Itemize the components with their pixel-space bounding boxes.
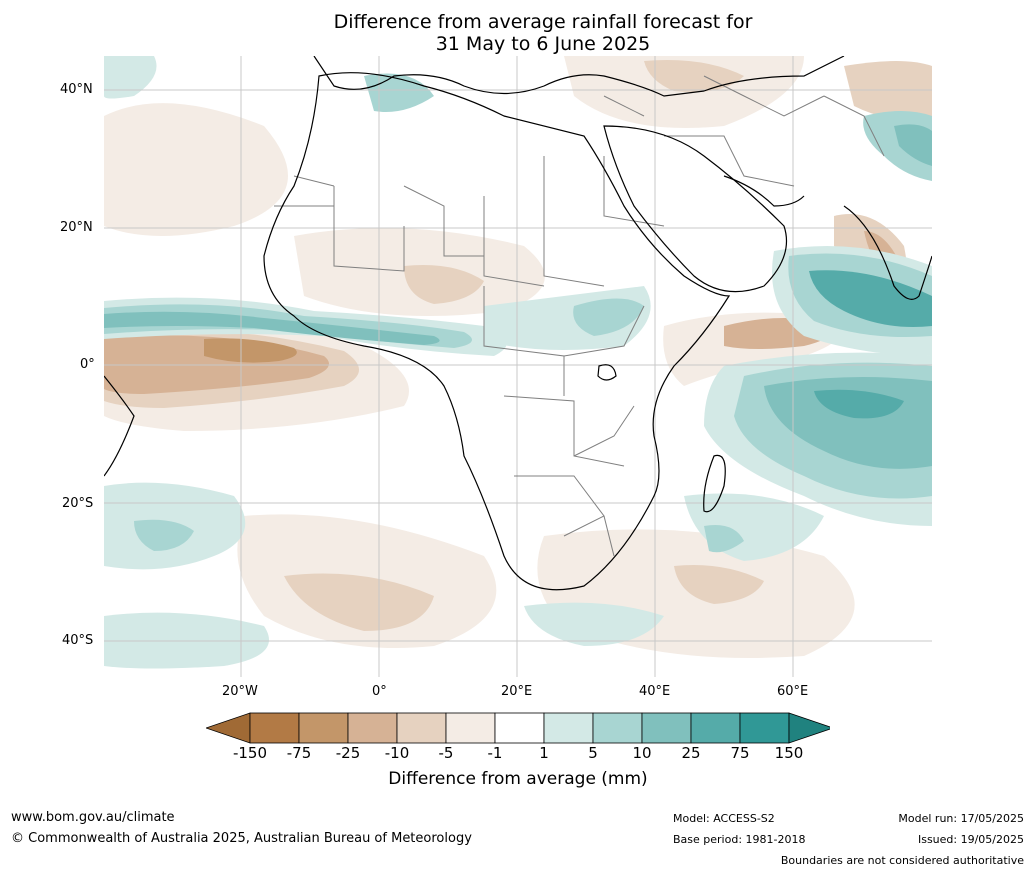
lon-label-20e: 20°E (501, 684, 533, 699)
lat-label-40s: 40°S (62, 633, 94, 648)
colorbar-swatch (592, 712, 643, 744)
dry-anomaly-regions (104, 56, 932, 658)
wet-region-tibet-core (894, 124, 932, 166)
colorbar-tick-label: 1 (539, 744, 549, 762)
wet-region-guinea-core (104, 311, 440, 345)
wet-region-indian-ocean-max (814, 389, 904, 419)
lon-label-20w: 20°W (222, 684, 258, 699)
colorbar-swatch (347, 712, 398, 744)
footer-disclaimer: Boundaries are not considered authoritat… (780, 854, 1024, 867)
colorbar-tick-label: -5 (438, 744, 454, 762)
coastlines (104, 56, 932, 591)
lat-label-20s: 20°S (62, 496, 94, 511)
colorbar-arrow-high (788, 712, 830, 744)
colorbar-tick-label: 150 (774, 744, 804, 762)
coast-arabia (603, 125, 788, 293)
lat-label-40n: 40°N (60, 82, 93, 97)
colorbar-tick-label: 25 (681, 744, 701, 762)
map-title-line-1: Difference from average rainfall forecas… (333, 11, 753, 33)
coast-lake-victoria (597, 364, 617, 381)
lat-label-20n: 20°N (60, 220, 93, 235)
map-title-line-2: 31 May to 6 June 2025 (435, 33, 651, 55)
colorbar-tick-label: 75 (730, 744, 750, 762)
colorbar-arrow-low (206, 712, 251, 744)
lon-label-0: 0° (372, 684, 387, 699)
lon-label-60e: 60°E (777, 684, 809, 699)
colorbar-swatch (494, 712, 545, 744)
colorbar-title: Difference from average (mm) (388, 769, 648, 789)
dry-region-atlantic-north (104, 103, 288, 236)
colorbar-swatch (641, 712, 692, 744)
graticule (104, 56, 932, 677)
footer-model: Model: ACCESS-S2 (673, 812, 775, 825)
dry-region-atlantic-eq-max (204, 338, 297, 363)
colorbar-tick-label: -75 (286, 744, 312, 762)
coast-persian-gulf (723, 175, 805, 207)
colorbar-tick-label: 10 (632, 744, 652, 762)
wet-anomaly-regions (104, 56, 932, 669)
dry-region-south-atlantic-core (284, 573, 434, 631)
colorbar-swatch (543, 712, 594, 744)
footer-base-period: Base period: 1981-2018 (673, 833, 806, 846)
coast-europe (313, 56, 845, 97)
dry-region-south-indian-core (674, 565, 764, 604)
dry-region-sahel-core (404, 265, 484, 304)
wet-region-central-africa-core (573, 298, 644, 336)
footer-issued: Issued: 19/05/2025 (917, 833, 1024, 846)
footer-model-run: Model run: 17/05/2025 (898, 812, 1024, 825)
colorbar-tick-label: -150 (232, 744, 268, 762)
wet-region-north-atlantic (104, 56, 157, 99)
colorbar-tick-label: -25 (335, 744, 361, 762)
colorbar-tick-label: 5 (588, 744, 598, 762)
colorbar-swatch (298, 712, 349, 744)
coast-africa (263, 72, 731, 591)
wet-region-arabian-sea-core (809, 270, 932, 327)
lat-label-0: 0° (80, 357, 95, 372)
coast-madagascar (703, 454, 726, 513)
footer-copyright: © Commonwealth of Australia 2025, Austra… (11, 831, 472, 846)
coast-india (843, 205, 932, 300)
colorbar-swatch (396, 712, 447, 744)
wet-region-southwest-core (134, 519, 194, 551)
wet-region-madagascar-e (704, 525, 744, 553)
colorbar-swatch (739, 712, 790, 744)
colorbar-tick-label: -1 (487, 744, 503, 762)
footer-url[interactable]: www.bom.gov.au/climate (11, 810, 175, 825)
lon-label-40e: 40°E (639, 684, 671, 699)
wet-region-southern-ocean (524, 602, 664, 646)
colorbar-swatch (445, 712, 496, 744)
colorbar-swatch (690, 712, 741, 744)
colorbar-tick-label: -10 (384, 744, 410, 762)
colorbar-swatch (249, 712, 300, 744)
country-borders (274, 75, 885, 557)
coast-south-america (104, 375, 135, 477)
colorbar (206, 712, 830, 744)
dry-region-mideast (564, 56, 804, 128)
rainfall-anomaly-map (104, 56, 932, 677)
